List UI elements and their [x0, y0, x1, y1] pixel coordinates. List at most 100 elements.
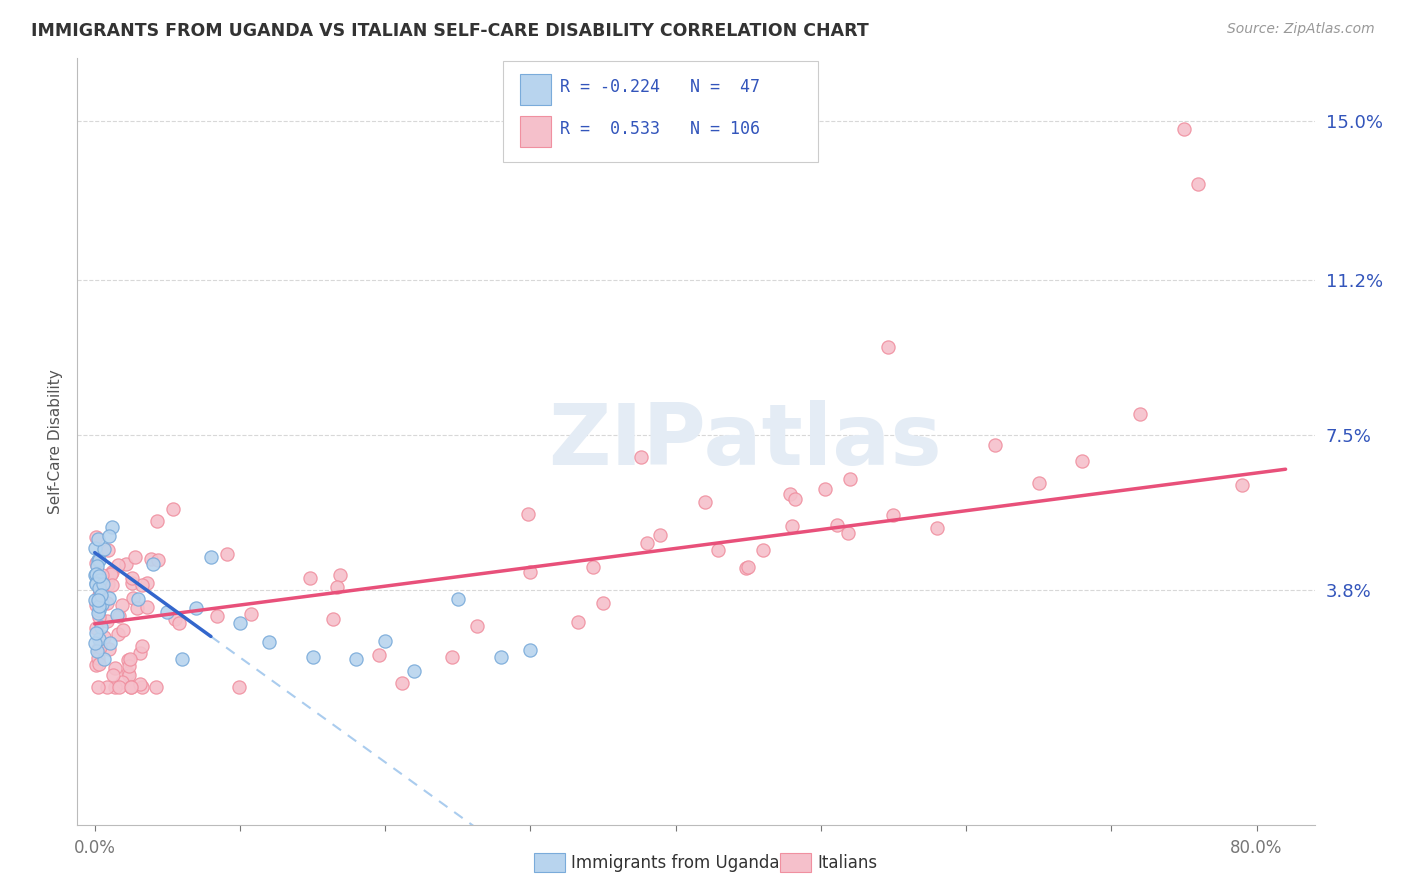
Point	[98, 636, 121, 650]
Point	[84, 636, 107, 650]
Point	[111, 598, 134, 612]
Point	[90, 591, 112, 605]
Point	[322, 612, 344, 626]
Point	[592, 596, 614, 610]
Point	[131, 639, 153, 653]
Point	[131, 578, 153, 592]
Text: R = -0.224   N =  47: R = -0.224 N = 47	[560, 78, 759, 96]
Point	[301, 649, 323, 664]
Point	[737, 559, 759, 574]
Point	[117, 666, 139, 681]
Point	[104, 680, 127, 694]
Point	[441, 649, 464, 664]
Point	[93, 630, 115, 644]
Point	[780, 518, 803, 533]
Point	[1129, 407, 1152, 421]
Text: Immigrants from Uganda: Immigrants from Uganda	[571, 854, 779, 871]
Point	[90, 567, 112, 582]
Point	[170, 652, 193, 666]
Text: R =  0.533   N = 106: R = 0.533 N = 106	[560, 120, 759, 138]
Point	[91, 577, 114, 591]
Point	[145, 515, 167, 529]
Point	[329, 567, 352, 582]
Text: ZIPatlas: ZIPatlas	[548, 400, 942, 483]
Point	[87, 593, 110, 607]
Point	[118, 679, 141, 693]
Point	[167, 615, 190, 630]
Point	[838, 472, 860, 486]
Point	[404, 664, 426, 678]
Point	[814, 482, 837, 496]
Point	[117, 653, 139, 667]
Point	[257, 634, 280, 648]
Point	[925, 521, 948, 535]
Point	[141, 551, 163, 566]
Point	[129, 646, 152, 660]
Point	[96, 596, 118, 610]
Point	[127, 592, 149, 607]
Point	[129, 677, 152, 691]
Point	[1173, 122, 1195, 136]
Point	[87, 553, 110, 567]
Point	[200, 550, 222, 565]
Point	[156, 605, 179, 619]
Point	[97, 542, 120, 557]
Text: Source: ZipAtlas.com: Source: ZipAtlas.com	[1227, 22, 1375, 37]
Point	[97, 641, 120, 656]
Point	[1187, 177, 1209, 191]
Point	[87, 657, 110, 672]
Point	[1230, 477, 1253, 491]
Point	[752, 542, 775, 557]
Point	[734, 560, 756, 574]
Point	[162, 501, 184, 516]
Point	[87, 588, 110, 602]
Point	[326, 580, 349, 594]
Point	[107, 680, 129, 694]
Point	[108, 608, 131, 623]
Point	[1028, 475, 1050, 490]
Point	[87, 581, 110, 595]
Point	[391, 675, 413, 690]
Point	[91, 597, 114, 611]
Text: IMMIGRANTS FROM UGANDA VS ITALIAN SELF-CARE DISABILITY CORRELATION CHART: IMMIGRANTS FROM UGANDA VS ITALIAN SELF-C…	[31, 22, 869, 40]
Point	[367, 648, 389, 663]
Point	[131, 680, 153, 694]
Point	[89, 573, 111, 587]
Point	[86, 644, 108, 658]
Point	[785, 491, 807, 506]
Point	[118, 659, 141, 673]
Point	[97, 529, 120, 543]
Point	[228, 680, 250, 694]
Point	[84, 621, 107, 635]
Point	[93, 541, 115, 556]
Point	[648, 528, 671, 542]
Point	[136, 600, 159, 615]
Point	[86, 558, 108, 573]
Text: Italians: Italians	[817, 854, 877, 871]
Point	[519, 566, 541, 580]
Point	[142, 557, 165, 571]
Point	[344, 652, 367, 666]
Point	[239, 607, 262, 622]
Point	[447, 591, 470, 606]
Point	[96, 615, 118, 629]
Y-axis label: Self-Care Disability: Self-Care Disability	[48, 369, 63, 514]
Point	[87, 569, 110, 583]
Point	[136, 575, 159, 590]
Point	[87, 651, 110, 665]
Point	[1071, 454, 1094, 468]
Point	[706, 543, 728, 558]
Point	[89, 587, 111, 601]
Point	[100, 566, 122, 581]
Point	[101, 577, 124, 591]
Point	[121, 571, 143, 585]
Point	[107, 558, 129, 572]
Point	[120, 680, 142, 694]
Point	[519, 643, 541, 657]
Point	[101, 520, 124, 534]
Point	[97, 591, 120, 605]
Point	[693, 494, 716, 508]
Point	[298, 571, 321, 585]
Point	[118, 668, 141, 682]
Point	[86, 658, 108, 673]
